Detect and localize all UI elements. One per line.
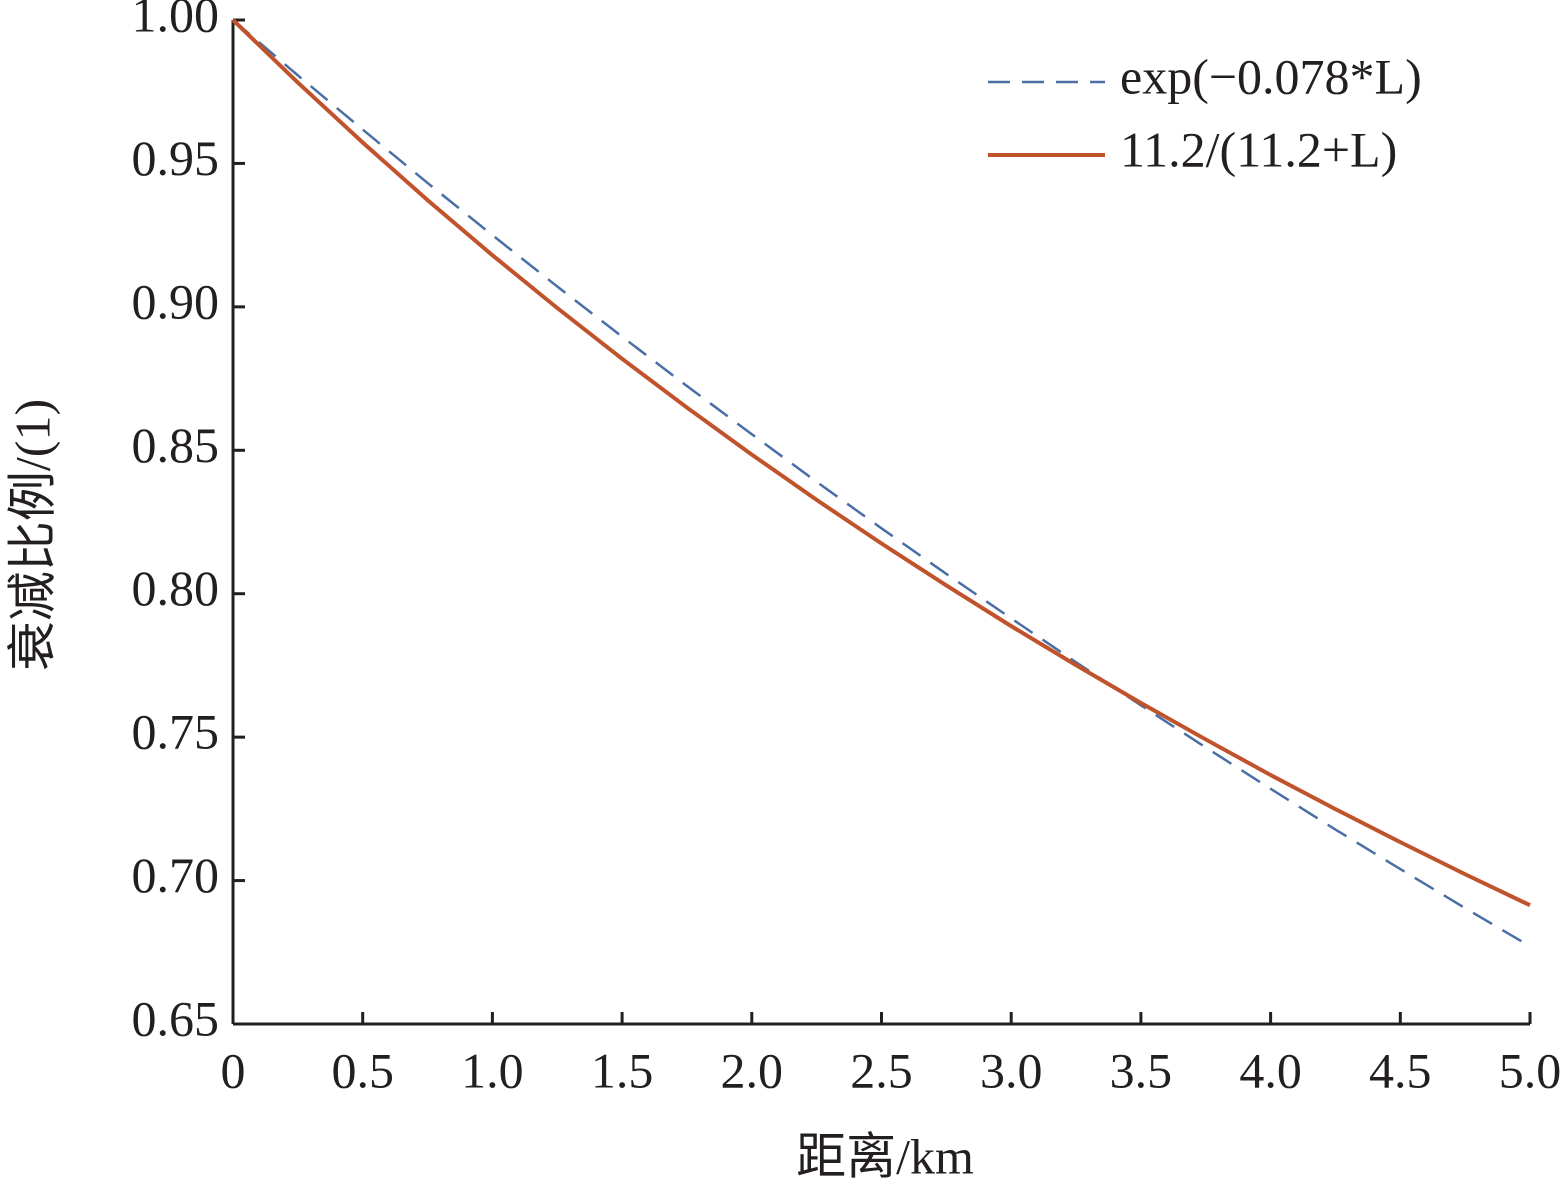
x-tick-label: 2.0 xyxy=(721,1042,784,1098)
legend-label: exp(−0.078*L) xyxy=(1120,48,1422,104)
legend-label: 11.2/(11.2+L) xyxy=(1120,121,1397,177)
x-tick-label: 0 xyxy=(221,1042,246,1098)
y-tick-label: 0.70 xyxy=(132,847,220,903)
y-tick-label: 0.90 xyxy=(132,273,220,329)
x-tick-label: 4.5 xyxy=(1369,1042,1432,1098)
x-tick-label: 5.0 xyxy=(1499,1042,1562,1098)
series-line xyxy=(232,19,1531,948)
x-tick-label: 3.5 xyxy=(1110,1042,1173,1098)
y-axis-label: 衰减比例/(1) xyxy=(4,399,60,671)
x-tick-label: 4.0 xyxy=(1239,1042,1302,1098)
y-tick-label: 0.75 xyxy=(132,704,220,760)
x-tick-label: 1.0 xyxy=(461,1042,524,1098)
x-tick-label: 0.5 xyxy=(331,1042,394,1098)
x-tick-label: 1.5 xyxy=(591,1042,654,1098)
y-tick-label: 0.65 xyxy=(132,990,220,1046)
y-tick-label: 0.85 xyxy=(132,417,220,473)
x-tick-label: 3.0 xyxy=(980,1042,1043,1098)
series-line xyxy=(231,18,1531,908)
x-tick-label: 2.5 xyxy=(850,1042,913,1098)
y-tick-label: 1.00 xyxy=(132,0,220,42)
x-axis-label: 距离/km xyxy=(796,1128,974,1184)
y-tick-label: 0.95 xyxy=(132,130,220,186)
y-tick-label: 0.80 xyxy=(132,560,220,616)
